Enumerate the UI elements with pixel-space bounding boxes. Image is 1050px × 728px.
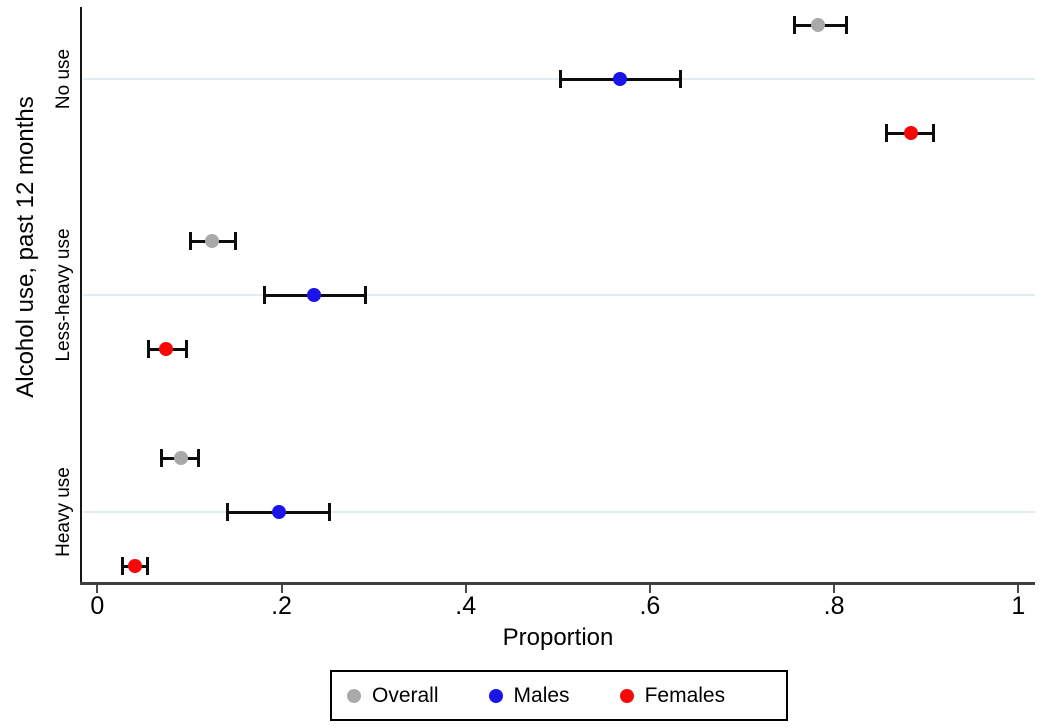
x-tick-label-.8: .8 xyxy=(823,592,845,620)
legend-item-males: Males xyxy=(488,684,570,707)
ci-cap-high-overall-no-use xyxy=(845,16,849,34)
y-axis-line xyxy=(80,7,82,585)
data-point-males-heavy-use xyxy=(271,505,286,519)
data-point-overall-no-use xyxy=(811,18,826,32)
data-point-females-less-heavy-use xyxy=(159,342,174,356)
x-tick-0 xyxy=(96,585,99,593)
x-tick-label-.4: .4 xyxy=(455,592,477,620)
x-tick-label-0: 0 xyxy=(90,592,105,620)
ci-cap-low-overall-less-heavy-use xyxy=(188,232,192,250)
x-tick-1 xyxy=(1017,585,1020,593)
data-point-females-no-use xyxy=(903,126,918,140)
ci-cap-high-females-no-use xyxy=(932,124,936,142)
ci-cap-low-females-no-use xyxy=(885,124,889,142)
ci-cap-low-males-less-heavy-use xyxy=(263,286,267,304)
category-label-heavy-use: Heavy use xyxy=(53,467,74,557)
ci-cap-low-females-less-heavy-use xyxy=(147,340,151,358)
ci-cap-high-males-heavy-use xyxy=(327,503,331,521)
x-tick-label-.2: .2 xyxy=(271,592,292,620)
gridline-no-use xyxy=(83,78,1035,80)
ci-cap-low-males-heavy-use xyxy=(225,503,229,521)
gridline-less-heavy-use xyxy=(83,294,1035,296)
data-point-males-no-use xyxy=(613,72,628,86)
legend-dot-males-icon xyxy=(488,688,503,703)
data-point-overall-less-heavy-use xyxy=(205,234,220,248)
x-axis-line xyxy=(80,582,1035,585)
ci-cap-low-overall-heavy-use xyxy=(160,449,164,467)
category-label-no-use: No use xyxy=(53,48,74,110)
legend-label-females: Females xyxy=(644,684,726,707)
data-point-males-less-heavy-use xyxy=(306,288,321,302)
x-axis-title: Proportion xyxy=(502,624,614,651)
plot-area xyxy=(82,7,1035,583)
data-point-overall-heavy-use xyxy=(174,451,189,465)
legend-item-females: Females xyxy=(619,684,726,707)
ci-cap-high-overall-heavy-use xyxy=(197,449,201,467)
ci-cap-low-overall-no-use xyxy=(792,16,796,34)
ci-cap-high-overall-less-heavy-use xyxy=(233,232,237,250)
legend: Overall Males Females xyxy=(330,670,788,721)
x-tick-.4 xyxy=(464,585,467,593)
ci-cap-high-males-no-use xyxy=(678,70,682,88)
x-tick-.8 xyxy=(833,585,836,593)
ci-cap-high-males-less-heavy-use xyxy=(363,286,367,304)
x-tick-.2 xyxy=(280,585,283,593)
legend-label-males: Males xyxy=(513,684,570,707)
ci-cap-high-females-heavy-use xyxy=(145,557,149,575)
category-label-less-heavy-use: Less-heavy use xyxy=(53,228,74,362)
data-point-females-heavy-use xyxy=(128,559,143,573)
gridline-heavy-use xyxy=(83,511,1035,513)
ci-cap-low-females-heavy-use xyxy=(120,557,124,575)
y-axis-title: Alcohol use, past 12 months xyxy=(12,96,39,398)
x-tick-.6 xyxy=(648,585,651,593)
legend-dot-females-icon xyxy=(619,688,634,703)
x-tick-label-.6: .6 xyxy=(639,592,661,620)
ci-cap-high-females-less-heavy-use xyxy=(185,340,189,358)
legend-item-overall: Overall xyxy=(347,685,439,706)
ci-cap-low-males-no-use xyxy=(559,70,563,88)
x-tick-label-1: 1 xyxy=(1011,592,1026,620)
legend-dot-overall-icon xyxy=(347,688,361,703)
legend-label-overall: Overall xyxy=(372,684,439,707)
